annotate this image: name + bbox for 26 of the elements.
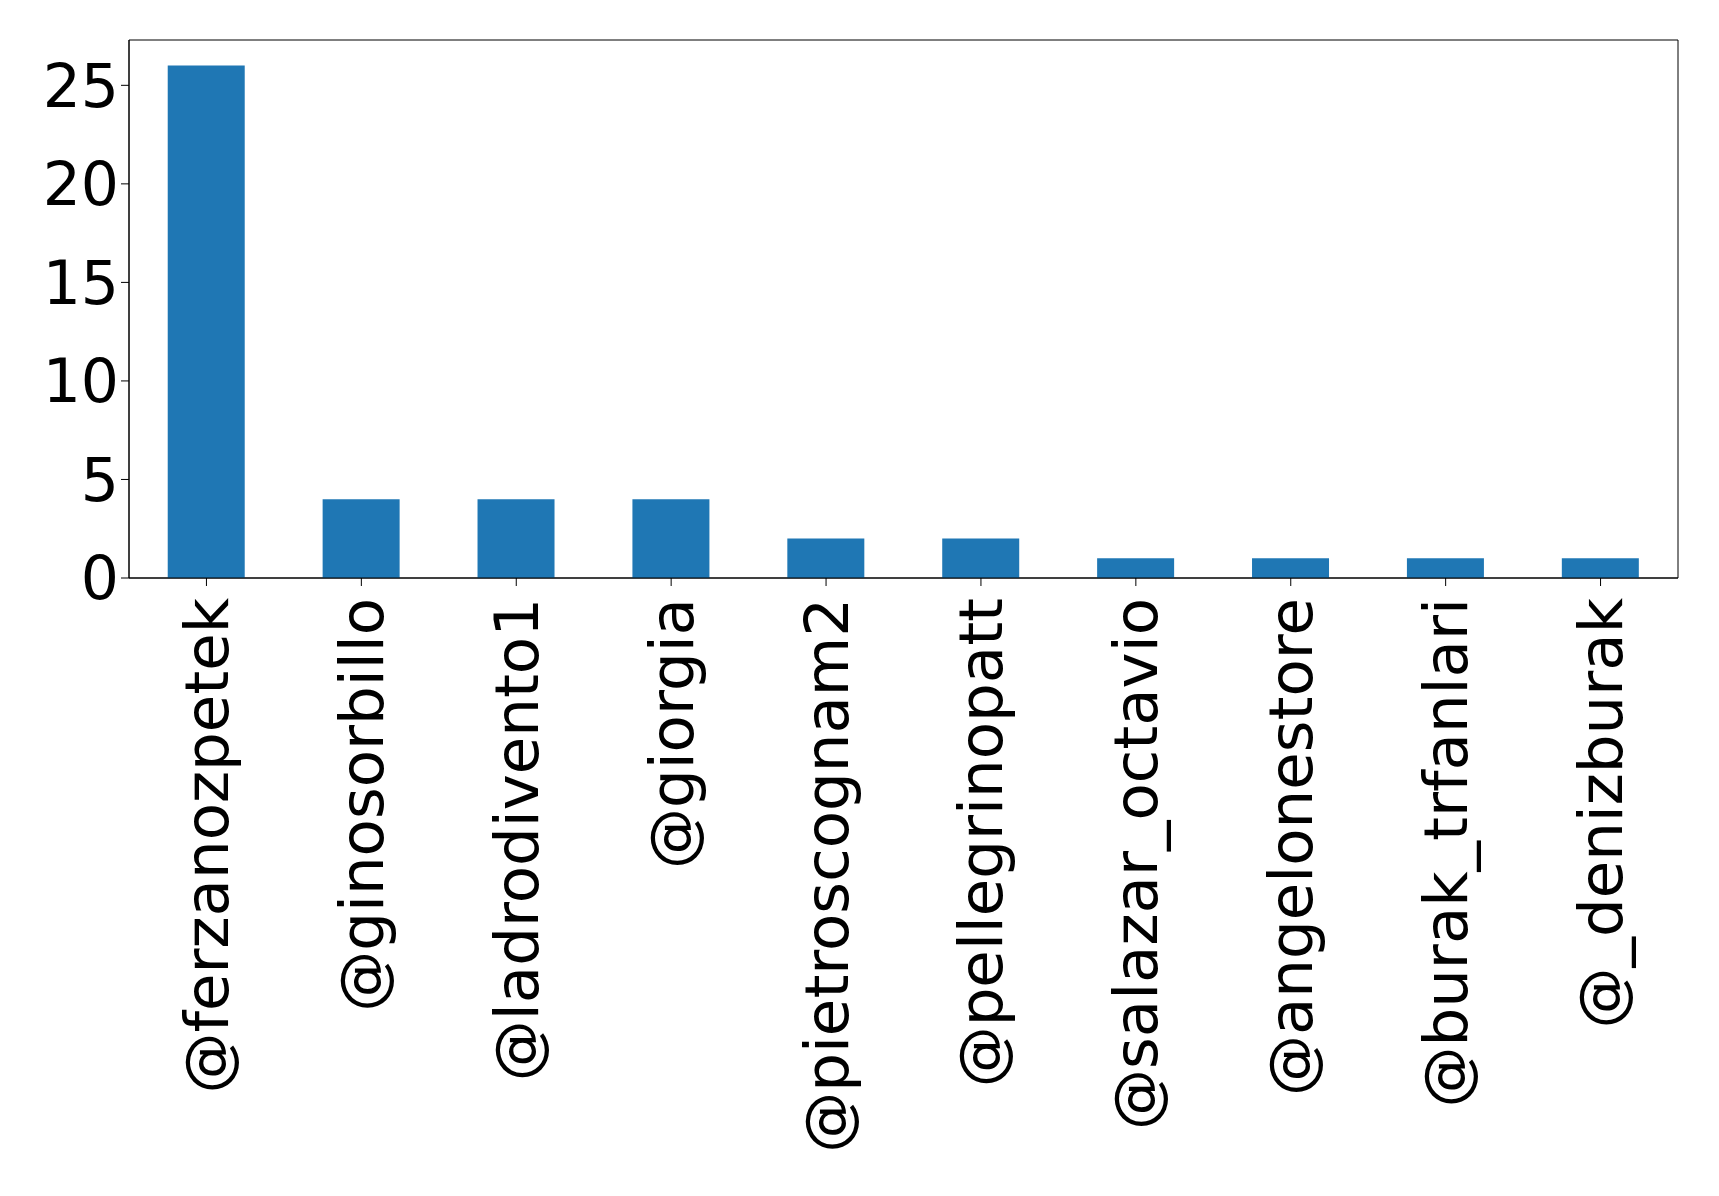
- x-tick-label: @angelonestore: [1255, 598, 1327, 1097]
- bar: [1097, 558, 1175, 578]
- bar: [167, 65, 245, 578]
- x-tick-label: @pietroscognam2: [790, 598, 862, 1153]
- x-tick-label: @pellegrinopatt: [945, 598, 1017, 1088]
- bar: [1252, 558, 1330, 578]
- bar: [787, 538, 865, 578]
- x-tick-label: @giorgia: [635, 598, 707, 870]
- bar: [632, 499, 710, 578]
- y-tick-label: 15: [42, 247, 119, 318]
- y-tick-label: 5: [80, 444, 119, 515]
- x-tick-label: @ferzanozpetek: [170, 597, 242, 1094]
- x-tick-label: @ginosorbillo: [325, 598, 397, 1012]
- bar: [477, 499, 555, 578]
- x-tick-label: @salazar_octavio: [1100, 598, 1172, 1130]
- y-tick-label: 20: [42, 149, 119, 220]
- bar: [1406, 558, 1484, 578]
- x-tick-label: @_denizburak: [1565, 597, 1637, 1029]
- y-tick-label: 10: [42, 346, 119, 417]
- bar: [942, 538, 1020, 578]
- bar: [322, 499, 400, 578]
- x-tick-label: @burak_trfanlari: [1410, 598, 1482, 1108]
- y-tick-label: 0: [80, 543, 119, 614]
- x-tick-label: @ladrodivento1: [480, 598, 552, 1082]
- bar: [1561, 558, 1639, 578]
- y-tick-label: 25: [42, 50, 119, 121]
